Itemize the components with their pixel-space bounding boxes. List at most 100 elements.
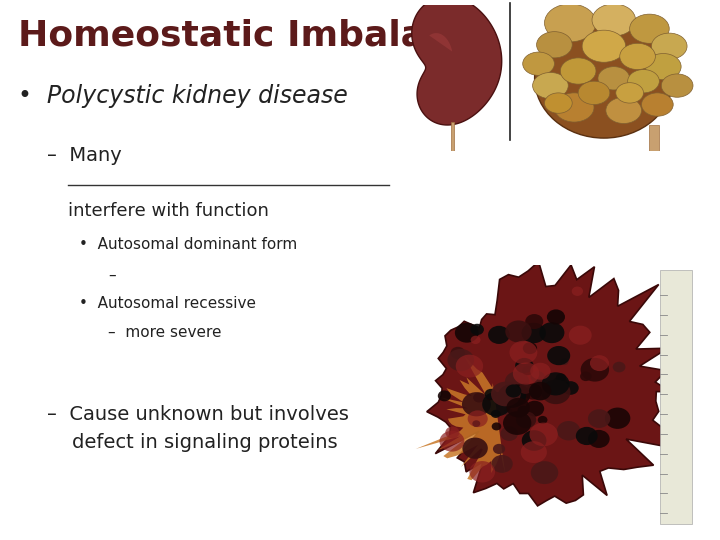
Circle shape xyxy=(445,427,459,438)
Circle shape xyxy=(469,461,495,483)
Circle shape xyxy=(509,242,522,253)
Circle shape xyxy=(513,362,539,384)
Circle shape xyxy=(529,382,552,401)
Circle shape xyxy=(539,322,564,343)
Circle shape xyxy=(451,347,465,359)
Circle shape xyxy=(613,362,626,373)
Circle shape xyxy=(590,355,609,371)
Circle shape xyxy=(439,431,464,451)
Circle shape xyxy=(620,43,655,70)
Circle shape xyxy=(525,401,544,416)
Circle shape xyxy=(538,416,547,424)
Circle shape xyxy=(531,461,558,484)
Text: •  Autosomal dominant form: • Autosomal dominant form xyxy=(79,237,297,252)
Text: •  Autosomal recessive: • Autosomal recessive xyxy=(79,296,256,311)
Circle shape xyxy=(578,81,610,105)
Circle shape xyxy=(471,336,480,344)
Polygon shape xyxy=(412,0,502,125)
Circle shape xyxy=(576,427,598,445)
Circle shape xyxy=(531,371,545,383)
Circle shape xyxy=(530,363,551,380)
Circle shape xyxy=(547,346,570,365)
Circle shape xyxy=(552,377,568,390)
Circle shape xyxy=(505,372,529,392)
Circle shape xyxy=(493,444,505,454)
Circle shape xyxy=(505,384,521,397)
Circle shape xyxy=(592,4,636,36)
Circle shape xyxy=(547,309,565,325)
Circle shape xyxy=(546,384,559,395)
Circle shape xyxy=(503,411,531,435)
Polygon shape xyxy=(415,355,505,480)
Polygon shape xyxy=(451,122,454,151)
Circle shape xyxy=(523,52,554,76)
Circle shape xyxy=(506,398,530,417)
Circle shape xyxy=(523,383,542,400)
Circle shape xyxy=(518,406,529,415)
Circle shape xyxy=(562,381,579,395)
Circle shape xyxy=(510,341,537,364)
Circle shape xyxy=(470,324,484,335)
Circle shape xyxy=(588,430,610,448)
Circle shape xyxy=(522,430,546,451)
Circle shape xyxy=(533,72,568,99)
Circle shape xyxy=(447,349,474,371)
Circle shape xyxy=(505,384,530,406)
Circle shape xyxy=(505,320,531,342)
Text: interfere with function: interfere with function xyxy=(68,202,269,220)
Circle shape xyxy=(580,372,592,381)
Circle shape xyxy=(468,410,487,427)
Polygon shape xyxy=(429,33,452,52)
Circle shape xyxy=(536,32,572,58)
Circle shape xyxy=(521,323,546,343)
Circle shape xyxy=(523,342,537,354)
Ellipse shape xyxy=(534,18,673,138)
Text: –  Cause unknown but involves
    defect in signaling proteins: – Cause unknown but involves defect in s… xyxy=(47,405,348,452)
Circle shape xyxy=(455,323,479,343)
Circle shape xyxy=(661,74,693,97)
Circle shape xyxy=(519,383,532,394)
Circle shape xyxy=(488,326,510,344)
Circle shape xyxy=(498,384,526,408)
Circle shape xyxy=(473,393,485,402)
Circle shape xyxy=(491,382,521,407)
Circle shape xyxy=(556,373,566,382)
Circle shape xyxy=(652,33,687,59)
Circle shape xyxy=(472,420,480,427)
Circle shape xyxy=(629,14,669,43)
Text: •  Polycystic kidney disease: • Polycystic kidney disease xyxy=(18,84,348,107)
Circle shape xyxy=(645,53,681,80)
Circle shape xyxy=(529,423,558,446)
Circle shape xyxy=(580,358,609,382)
Circle shape xyxy=(582,30,626,62)
Circle shape xyxy=(492,422,501,430)
Circle shape xyxy=(598,66,629,90)
Text: –  Many: – Many xyxy=(47,146,122,165)
Circle shape xyxy=(554,93,594,122)
Circle shape xyxy=(500,426,518,441)
FancyBboxPatch shape xyxy=(660,270,692,524)
Circle shape xyxy=(557,421,580,441)
Text: –  more severe: – more severe xyxy=(108,325,222,340)
Circle shape xyxy=(522,366,534,375)
Circle shape xyxy=(606,97,642,124)
Text: Homeostatic Imbalance: Homeostatic Imbalance xyxy=(18,19,497,53)
Circle shape xyxy=(491,410,500,418)
Circle shape xyxy=(525,314,544,329)
Circle shape xyxy=(588,409,611,428)
Circle shape xyxy=(541,372,570,395)
Circle shape xyxy=(569,326,592,345)
Circle shape xyxy=(572,287,583,296)
Circle shape xyxy=(616,83,644,103)
Circle shape xyxy=(642,93,673,116)
Circle shape xyxy=(628,70,660,93)
Circle shape xyxy=(605,408,630,429)
Polygon shape xyxy=(427,262,675,506)
Circle shape xyxy=(462,392,491,416)
Circle shape xyxy=(516,411,536,428)
Circle shape xyxy=(462,437,488,459)
Circle shape xyxy=(516,358,534,373)
Circle shape xyxy=(491,455,513,473)
Circle shape xyxy=(544,93,572,113)
Circle shape xyxy=(456,355,483,377)
